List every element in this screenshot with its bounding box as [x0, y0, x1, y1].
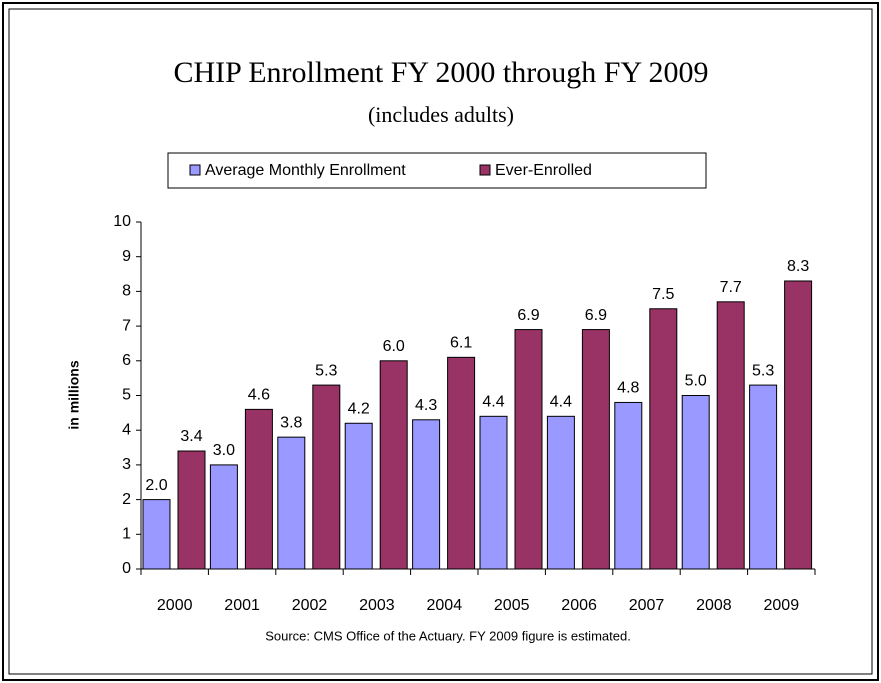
- bar: [412, 419, 441, 570]
- chart-title: CHIP Enrollment FY 2000 through FY 2009: [173, 56, 708, 89]
- data-label: 5.0: [685, 373, 707, 390]
- bar: [581, 329, 610, 570]
- bar: [209, 464, 238, 570]
- bar: [514, 329, 543, 570]
- data-label: 8.3: [787, 258, 809, 275]
- data-label: 5.3: [752, 362, 774, 379]
- x-tick-label: 2002: [292, 597, 328, 614]
- data-label: 6.9: [585, 307, 607, 324]
- bar: [681, 395, 710, 570]
- bar: [312, 384, 341, 570]
- y-tick-label: 5: [122, 387, 131, 404]
- data-label: 3.0: [213, 442, 235, 459]
- y-tick-label: 10: [113, 213, 131, 230]
- x-tick-label: 2005: [494, 597, 530, 614]
- y-axis-label: in millions: [66, 360, 82, 429]
- bar: [244, 408, 273, 570]
- x-tick-label: 2003: [359, 597, 395, 614]
- data-label: 6.1: [450, 335, 472, 352]
- bar: [614, 401, 643, 570]
- x-tick-label: 2000: [157, 597, 193, 614]
- legend-label: Average Monthly Enrollment: [205, 162, 406, 179]
- data-label: 5.3: [315, 362, 337, 379]
- bar: [479, 415, 508, 570]
- bar: [277, 436, 306, 570]
- data-label: 3.4: [180, 428, 202, 445]
- y-tick-label: 9: [122, 248, 131, 265]
- bar: [716, 301, 745, 570]
- data-label: 7.5: [652, 286, 674, 303]
- y-tick-label: 7: [122, 317, 131, 334]
- data-label: 4.8: [617, 380, 639, 397]
- data-label: 6.9: [517, 307, 539, 324]
- y-tick-label: 6: [122, 352, 131, 369]
- bar: [142, 499, 171, 570]
- y-tick-label: 2: [122, 491, 131, 508]
- x-tick-label: 2008: [696, 597, 732, 614]
- x-tick-label: 2009: [764, 597, 800, 614]
- data-label: 7.7: [720, 279, 742, 296]
- bar: [546, 415, 575, 570]
- data-label: 3.8: [280, 414, 302, 431]
- y-tick-label: 8: [122, 283, 131, 300]
- bar: [177, 450, 206, 570]
- chart-subtitle: (includes adults): [368, 102, 514, 127]
- x-tick-label: 2004: [427, 597, 463, 614]
- bar: [379, 360, 408, 570]
- data-label: 4.4: [482, 394, 504, 411]
- bar: [649, 308, 678, 570]
- bar: [447, 356, 476, 570]
- bar: [344, 422, 373, 570]
- legend-swatch: [479, 164, 491, 176]
- legend-box: [167, 152, 707, 189]
- inner-frame: [8, 8, 873, 675]
- data-label: 4.3: [415, 397, 437, 414]
- y-tick-label: 3: [122, 456, 131, 473]
- bar: [749, 384, 778, 570]
- data-label: 2.0: [145, 477, 167, 494]
- y-tick-label: 4: [122, 421, 131, 438]
- y-tick-label: 1: [122, 526, 131, 543]
- y-tick-label: 0: [122, 560, 131, 577]
- data-label: 4.4: [550, 394, 572, 411]
- x-tick-label: 2007: [629, 597, 665, 614]
- legend-label: Ever-Enrolled: [495, 162, 592, 179]
- source-note: Source: CMS Office of the Actuary. FY 20…: [265, 628, 631, 643]
- data-label: 6.0: [383, 338, 405, 355]
- x-tick-label: 2001: [224, 597, 260, 614]
- bar: [784, 280, 813, 570]
- data-label: 4.2: [348, 400, 370, 417]
- data-label: 4.6: [248, 387, 270, 404]
- x-tick-label: 2006: [561, 597, 597, 614]
- legend-swatch: [189, 164, 201, 176]
